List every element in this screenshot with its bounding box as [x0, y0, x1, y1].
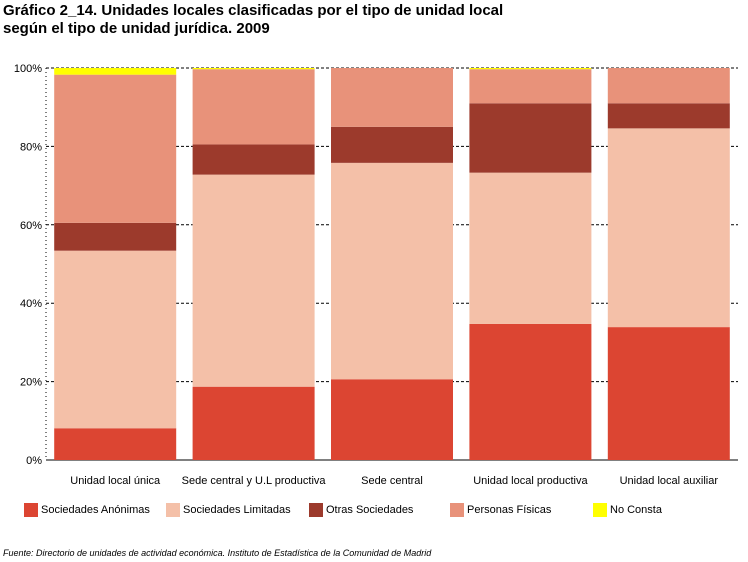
bar-segment — [192, 69, 315, 145]
bar-segment — [331, 126, 453, 163]
x-category-label: Sede central — [361, 475, 423, 487]
bar-segment — [469, 68, 592, 70]
chart-title: Gráfico 2_14. Unidades locales clasifica… — [3, 2, 743, 38]
x-category-label: Unidad local productiva — [473, 475, 588, 487]
bar-segment — [607, 327, 730, 460]
bar-segment — [331, 162, 453, 380]
y-tick-label: 80% — [20, 141, 42, 153]
legend-item: Personas Físicas — [450, 500, 551, 520]
y-tick-label: 0% — [26, 455, 42, 467]
legend-label: Otras Sociedades — [326, 504, 414, 516]
stacked-bar-chart: 0% 20% 40% 60% 80% 100% Unidad local única Sede… — [14, 63, 738, 487]
legend-item: Otras Sociedades — [309, 500, 413, 520]
bar-segment — [54, 222, 177, 251]
bar-segment — [54, 428, 177, 460]
bar-segment — [469, 172, 592, 324]
source-note: Fuente: Directorio de unidades de activi… — [3, 548, 432, 558]
chart-title-line-1: Gráfico 2_14. Unidades locales clasifica… — [3, 2, 504, 19]
bar-segment — [331, 68, 453, 127]
x-category-label: Unidad local única — [70, 475, 161, 487]
legend-swatch — [309, 503, 323, 517]
legend-item: No Consta — [593, 500, 662, 520]
chart-legend: Sociedades Anónimas Sociedades Limitadas O… — [0, 500, 748, 522]
legend-swatch — [24, 503, 38, 517]
bar-segment — [192, 386, 315, 460]
bar-segment — [192, 68, 315, 70]
bar-segment — [192, 174, 315, 387]
legend-item: Sociedades Anónimas — [24, 500, 150, 520]
bar-segment — [607, 103, 730, 129]
y-tick-label: 40% — [20, 298, 42, 310]
legend-label: No Consta — [610, 504, 662, 516]
legend-label: Sociedades Limitadas — [183, 504, 291, 516]
chart-title-line-2: según el tipo de unidad jurídica. 2009 — [3, 20, 270, 37]
bar-segment — [54, 74, 177, 223]
legend-label: Personas Físicas — [467, 504, 552, 516]
y-tick-label: 20% — [20, 377, 42, 389]
bar-segment — [469, 103, 592, 173]
legend-swatch — [166, 503, 180, 517]
bar-segment — [331, 379, 453, 460]
bar-segment — [54, 250, 177, 429]
legend-item: Sociedades Limitadas — [166, 500, 291, 520]
legend-label: Sociedades Anónimas — [41, 504, 150, 516]
bar-segment — [607, 68, 730, 104]
bar-segment — [192, 144, 315, 175]
x-category-label: Sede central y U.L productiva — [182, 475, 327, 487]
x-category-label: Unidad local auxiliar — [620, 475, 719, 487]
bar-segment — [469, 323, 592, 460]
bar-segment — [54, 68, 177, 75]
bar-segment — [469, 69, 592, 104]
y-tick-label: 60% — [20, 220, 42, 232]
legend-swatch — [593, 503, 607, 517]
bar-segment — [607, 128, 730, 328]
legend-swatch — [450, 503, 464, 517]
y-tick-label: 100% — [14, 63, 42, 75]
